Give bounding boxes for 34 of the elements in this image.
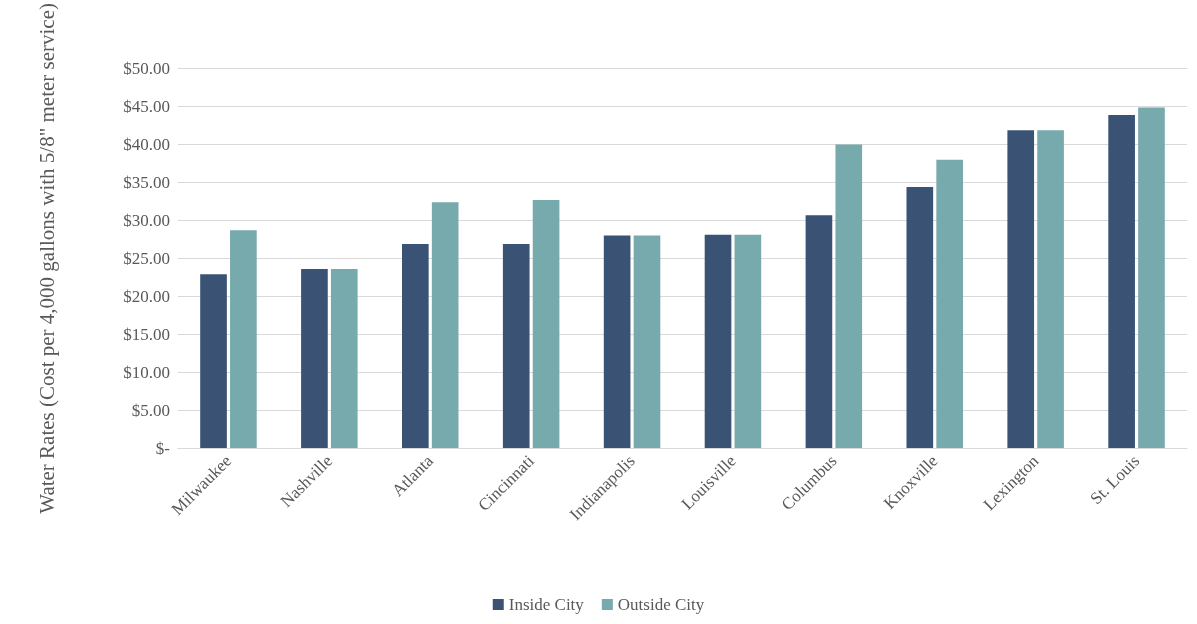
y-tick-label: $25.00 xyxy=(123,248,170,268)
bar xyxy=(532,199,560,448)
legend-label: Outside City xyxy=(617,595,705,614)
bar xyxy=(1007,130,1035,448)
bar xyxy=(936,159,963,448)
y-tick-label: $5.00 xyxy=(131,400,170,420)
y-tick-label: $40.00 xyxy=(123,135,170,155)
bar xyxy=(402,243,429,448)
bar xyxy=(200,274,227,448)
bar xyxy=(633,235,661,448)
y-tick-label: $35.00 xyxy=(123,173,170,193)
bar xyxy=(603,235,631,448)
bar xyxy=(330,268,358,448)
bar xyxy=(805,215,833,448)
y-tick-label: $20.00 xyxy=(123,286,170,306)
y-tick-label: $10.00 xyxy=(123,362,170,382)
bar xyxy=(906,187,934,448)
bar xyxy=(1037,130,1064,448)
bar xyxy=(835,144,863,448)
bar xyxy=(734,234,762,448)
legend-label: Inside City xyxy=(508,595,585,614)
bar xyxy=(1138,107,1165,448)
bar xyxy=(502,243,530,448)
bar xyxy=(704,234,732,448)
y-tick-label: $30.00 xyxy=(123,210,170,230)
y-tick-label: $45.00 xyxy=(123,97,170,117)
y-tick-label: $- xyxy=(155,438,171,458)
y-tick-label: $50.00 xyxy=(123,59,170,79)
bar xyxy=(301,268,328,448)
bar xyxy=(230,230,257,448)
bar xyxy=(1108,115,1135,448)
bar xyxy=(431,202,459,448)
y-tick-label: $15.00 xyxy=(123,324,170,344)
y-axis-title: Water Rates (Cost per 4,000 gallons with 5/8" meter service) xyxy=(35,2,59,514)
